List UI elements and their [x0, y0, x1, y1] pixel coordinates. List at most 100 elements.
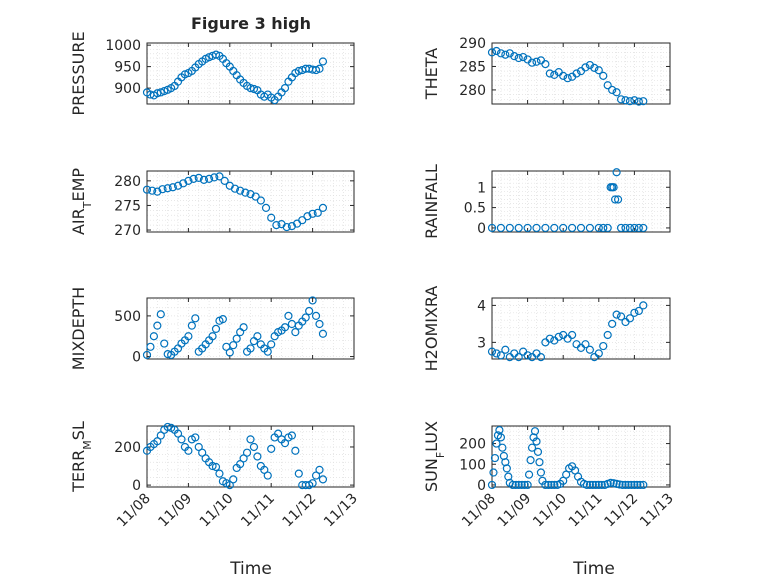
data-point — [594, 223, 603, 233]
y-axis-label: TERRMSL — [69, 421, 94, 493]
y-tick-label: 200 — [114, 440, 141, 456]
data-point — [236, 186, 245, 195]
y-tick-label: 275 — [114, 198, 141, 214]
data-point — [639, 223, 648, 233]
data-point — [517, 480, 526, 490]
y-tick-label: 285 — [459, 59, 486, 75]
data-point — [550, 480, 559, 490]
data-point — [519, 52, 528, 62]
data-point — [616, 95, 626, 104]
data-point — [530, 427, 540, 436]
data-point — [514, 353, 523, 362]
minor-grid — [491, 297, 671, 359]
y-tick-label: 900 — [114, 81, 141, 97]
data-point — [621, 480, 630, 490]
data-point — [603, 330, 612, 340]
data-point — [572, 69, 581, 78]
data-point — [194, 442, 203, 452]
data-point — [194, 173, 203, 182]
axes-box — [146, 42, 355, 105]
data-point — [298, 216, 307, 225]
data-point — [496, 49, 505, 58]
data-point — [536, 353, 546, 362]
data-point — [502, 464, 511, 473]
data-point — [294, 469, 303, 478]
data-point — [612, 168, 621, 177]
data-point — [205, 174, 214, 183]
data-point — [563, 74, 572, 83]
data-point — [585, 480, 595, 490]
data-point — [280, 84, 290, 93]
data-point — [576, 223, 586, 233]
data-point — [218, 315, 227, 324]
data-point — [236, 460, 245, 469]
y-tick-label: 0 — [477, 478, 486, 494]
data-point — [608, 85, 617, 95]
data-point — [168, 183, 177, 192]
data-point — [634, 306, 643, 316]
y-tick-label: 290 — [459, 36, 486, 52]
y-tick-label: 270 — [114, 223, 141, 239]
data-point — [567, 223, 577, 233]
data-point — [260, 465, 269, 474]
subplot-theta: 280 285 290 THETA — [422, 36, 671, 106]
y-tick-label: 280 — [114, 174, 141, 190]
data-point — [315, 465, 324, 474]
y-tick-label: 950 — [114, 60, 141, 76]
y-tick-label: 200 — [459, 437, 486, 453]
data-point — [511, 480, 520, 490]
data-point — [496, 223, 505, 233]
data-point — [242, 448, 252, 457]
data-point — [291, 446, 300, 455]
data-point — [187, 321, 196, 330]
data-point — [163, 422, 172, 432]
data-point — [527, 443, 537, 452]
data-point — [177, 435, 186, 444]
y-tick-label: 1000 — [105, 38, 141, 54]
data-point — [267, 340, 276, 349]
y-tick-label: 0.5 — [464, 201, 486, 217]
data-point — [618, 480, 627, 490]
data-point — [544, 480, 553, 490]
data-point — [160, 339, 169, 348]
data-point — [208, 461, 217, 471]
data-point — [280, 439, 290, 448]
series-markers — [142, 422, 328, 490]
data-point — [508, 480, 517, 490]
data-point — [523, 351, 532, 360]
data-point — [239, 454, 248, 463]
data-point — [153, 437, 162, 446]
data-point — [492, 439, 501, 448]
data-point — [624, 480, 633, 490]
data-point — [156, 310, 165, 319]
data-point — [541, 480, 550, 490]
data-point — [545, 69, 554, 78]
data-point — [501, 50, 510, 59]
data-point — [630, 480, 639, 490]
y-tick-label: 3 — [477, 335, 486, 351]
series-markers — [487, 301, 648, 362]
data-point — [594, 349, 603, 358]
series-markers — [142, 172, 328, 232]
data-point — [153, 321, 162, 330]
data-point — [146, 342, 155, 351]
axes-box — [491, 42, 671, 105]
y-axis-label: AIRTEMP — [69, 168, 94, 235]
x-axis-label-left: Time — [229, 559, 272, 579]
data-point — [594, 480, 603, 490]
data-point — [559, 71, 568, 80]
data-point — [554, 332, 563, 341]
data-point — [490, 453, 500, 463]
figure-title: Figure 3 high — [191, 14, 311, 33]
data-point — [582, 480, 592, 490]
data-point — [239, 323, 248, 332]
data-point — [567, 330, 577, 340]
data-point — [256, 196, 265, 205]
data-point — [287, 221, 296, 231]
data-point — [615, 480, 624, 489]
axes-box — [146, 297, 355, 360]
data-point — [487, 48, 497, 57]
subplot-mixdepth: 0 500 MIXDEPTH — [69, 287, 355, 370]
data-point — [318, 203, 328, 212]
